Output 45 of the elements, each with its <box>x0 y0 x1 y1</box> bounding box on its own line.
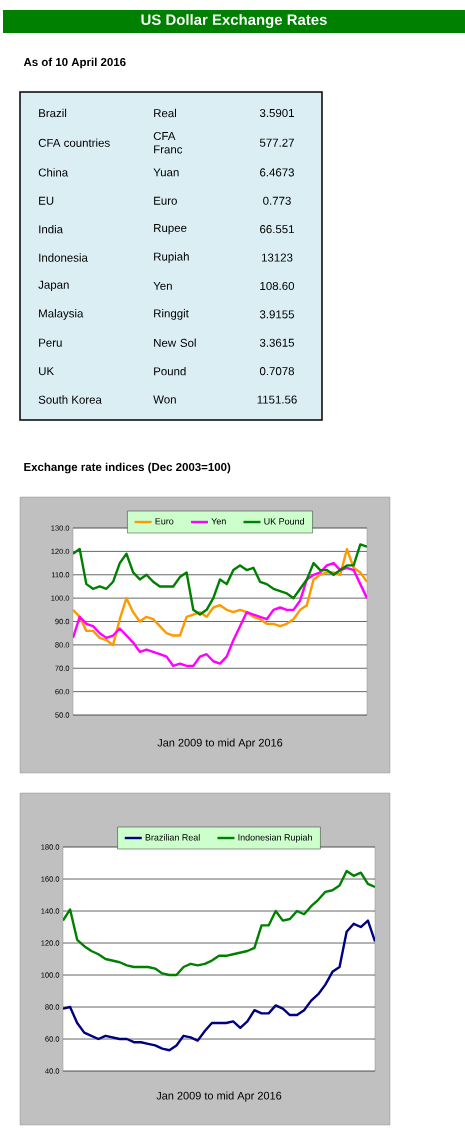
chart-title: Exchange rate indices (Dec 2003=100) <box>24 462 231 474</box>
text: 13123 <box>261 253 293 262</box>
text: 66.551 <box>260 225 294 234</box>
text: 1151.56 <box>257 395 297 404</box>
text: South Korea <box>38 395 102 404</box>
text: Japan <box>38 280 69 292</box>
text: Yuan <box>153 168 179 177</box>
legend-label: UK Pound <box>264 518 304 525</box>
x-axis-title: Jan 2009 to mid Apr 2016 <box>156 1091 282 1102</box>
text: As of 10 April 2016 <box>23 57 126 69</box>
text: 3.3615 <box>259 338 295 347</box>
text: Won <box>153 395 176 404</box>
text: Pound <box>154 366 186 376</box>
legend-label: Indonesian Rupiah <box>238 834 312 843</box>
text: 6.4673 <box>260 168 294 177</box>
text: Peru <box>39 338 62 347</box>
text: China <box>38 168 69 177</box>
text: 0.7078 <box>259 367 295 376</box>
text: 3.9155 <box>259 310 295 319</box>
legend-label: Brazilian Real <box>145 834 200 841</box>
text: CFA countries <box>38 138 110 147</box>
text: New Sol <box>154 338 196 347</box>
text: 577.27 <box>259 138 294 147</box>
text: 3.5901 <box>259 108 294 118</box>
line-series <box>73 547 367 647</box>
text: US Dollar Exchange Rates <box>141 14 327 29</box>
text: Yen <box>153 281 172 290</box>
text: CFA Franc <box>153 131 183 154</box>
text: Ringgit <box>154 309 189 320</box>
text: EU <box>39 196 54 205</box>
text: Brazil <box>39 108 67 118</box>
line-series <box>73 561 367 668</box>
text: Real <box>154 108 176 118</box>
text: UK <box>39 367 54 376</box>
legend-label: Yen <box>211 518 226 525</box>
legend-label: Euro <box>155 518 174 525</box>
text: 108.60 <box>260 281 295 291</box>
text: Rupiah <box>154 252 189 263</box>
text: India <box>39 224 64 234</box>
text: Indonesia <box>39 253 88 262</box>
text: Euro <box>154 196 177 205</box>
x-axis-title: Jan 2009 to mid Apr 2016 <box>157 738 283 749</box>
text: Malaysia <box>39 309 84 320</box>
text: Rupee <box>154 224 187 235</box>
text: 0.773 <box>263 196 291 205</box>
